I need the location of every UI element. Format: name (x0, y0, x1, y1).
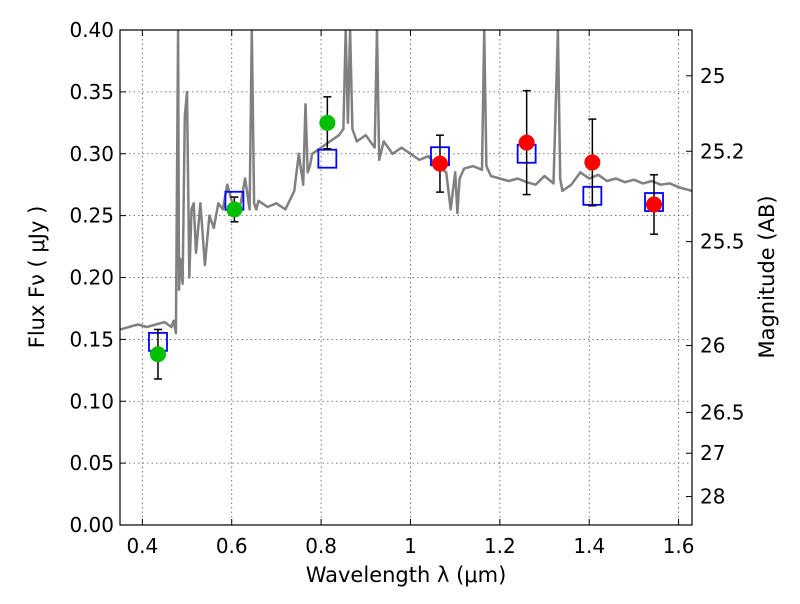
right-tick-label: 25 (700, 64, 725, 88)
tick-layer: 0.4 0.6 0.8 1 1.2 1.4 1.6 0.00 0.05 0.10 0.15 0.20 0… (69, 18, 744, 558)
y-axis-label-right: Magnitude (AB) (755, 195, 779, 358)
x-tick-label: 1 (404, 534, 417, 558)
y-tick-label: 0.35 (69, 80, 114, 104)
observed-point-red (518, 134, 535, 151)
right-tick-label: 25.5 (700, 230, 745, 254)
grid-lines (120, 29, 692, 526)
y-tick-label: 0.25 (69, 204, 114, 228)
observed-point-red (584, 154, 601, 171)
marker-layer (148, 89, 664, 380)
right-tick-label: 26.5 (700, 400, 745, 424)
y-tick-label: 0.05 (69, 451, 114, 475)
observed-point-red (431, 155, 448, 172)
spectrum-line (120, 30, 692, 335)
observed-point-green (226, 201, 243, 218)
observed-point-red (646, 196, 663, 213)
x-tick-label: 0.8 (305, 534, 337, 558)
right-tick-label: 25.2 (700, 139, 745, 163)
x-tick-label: 1.2 (484, 534, 516, 558)
model-point-square (317, 148, 338, 169)
y-tick-label: 0.10 (69, 389, 114, 413)
y-tick-label: 0.15 (69, 327, 114, 351)
right-tick-label: 26 (700, 334, 725, 358)
y-axis-label-left: Flux Fν ( μJy ) (25, 206, 49, 349)
spectrum-layer (120, 30, 692, 335)
x-tick-label: 1.6 (663, 534, 695, 558)
y-tick-label: 0.20 (69, 266, 114, 290)
x-axis-label: Wavelength λ (μm) (306, 563, 507, 587)
observed-point-green (149, 346, 166, 363)
y-tick-label: 0.40 (69, 18, 114, 42)
y-tick-label: 0.00 (69, 513, 114, 537)
right-tick-label: 28 (700, 485, 725, 509)
x-tick-label: 0.4 (126, 534, 158, 558)
right-tick-label: 27 (700, 441, 725, 465)
x-tick-label: 1.4 (573, 534, 605, 558)
x-tick-label: 0.6 (216, 534, 248, 558)
y-tick-label: 0.30 (69, 142, 114, 166)
observed-point-green (319, 114, 336, 131)
